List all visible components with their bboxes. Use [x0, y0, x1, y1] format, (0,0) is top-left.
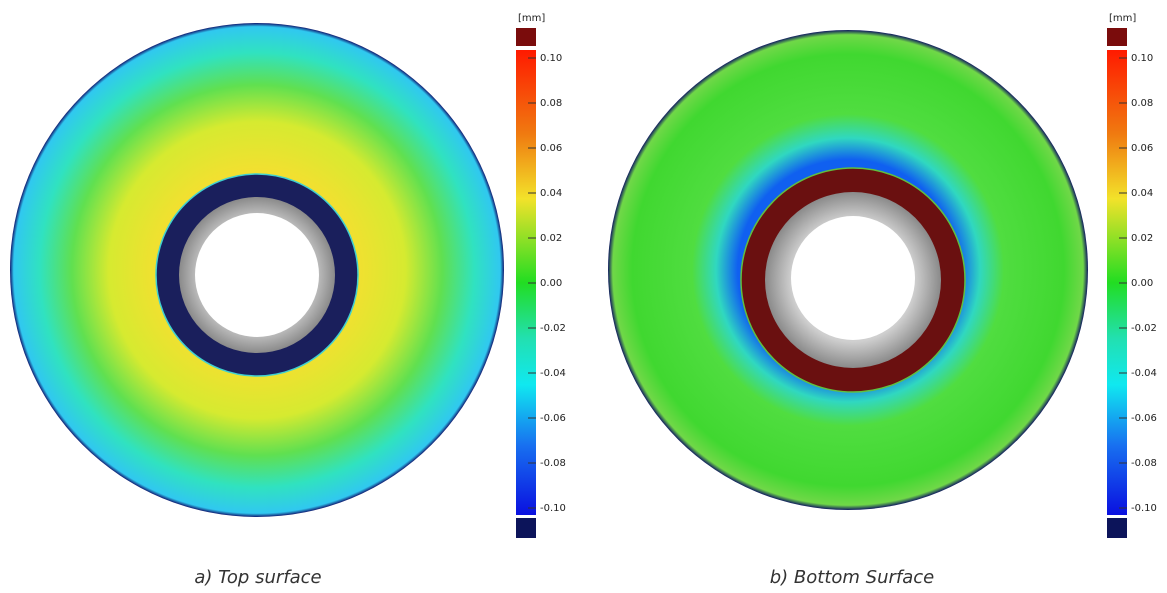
tick-label: -0.06	[1131, 413, 1157, 424]
tick-label: 0.04	[1131, 188, 1153, 199]
tick-label: 0.10	[1131, 53, 1153, 64]
unit-label: [mm]	[518, 13, 545, 24]
tick-label: 0.04	[540, 188, 562, 199]
tick-label: 0.00	[540, 278, 562, 289]
tick-label: -0.06	[540, 413, 566, 424]
tick-label: -0.04	[1131, 368, 1157, 379]
caption: a) Top surface	[194, 567, 321, 588]
tick-label: 0.06	[1131, 143, 1153, 154]
tick-label: 0.08	[1131, 98, 1153, 109]
tick-label: -0.08	[1131, 458, 1157, 469]
over-range-box	[516, 28, 536, 46]
bottom-surface-map	[608, 30, 1088, 510]
tick-label: 0.00	[1131, 278, 1153, 289]
tick-label: -0.02	[540, 323, 566, 334]
tick-label: 0.06	[540, 143, 562, 154]
tick-label: -0.04	[540, 368, 566, 379]
tick-label: 0.02	[540, 233, 562, 244]
tick-label: -0.08	[540, 458, 566, 469]
figure: [mm] 0.10 0.08 0.06 0.04 0.02 0.00 -0.02 -0.04 -0…	[0, 0, 1167, 593]
tick-label: -0.02	[1131, 323, 1157, 334]
tick-label: 0.08	[540, 98, 562, 109]
tick-label: -0.10	[1131, 503, 1157, 514]
over-range-box	[1107, 28, 1127, 46]
top-surface-map	[10, 23, 504, 517]
tick-label: 0.10	[540, 53, 562, 64]
under-range-box	[516, 518, 536, 538]
caption: b) Bottom Surface	[770, 567, 935, 588]
tick-label: 0.02	[1131, 233, 1153, 244]
under-range-box	[1107, 518, 1127, 538]
unit-label: [mm]	[1109, 13, 1136, 24]
tick-label: -0.10	[540, 503, 566, 514]
